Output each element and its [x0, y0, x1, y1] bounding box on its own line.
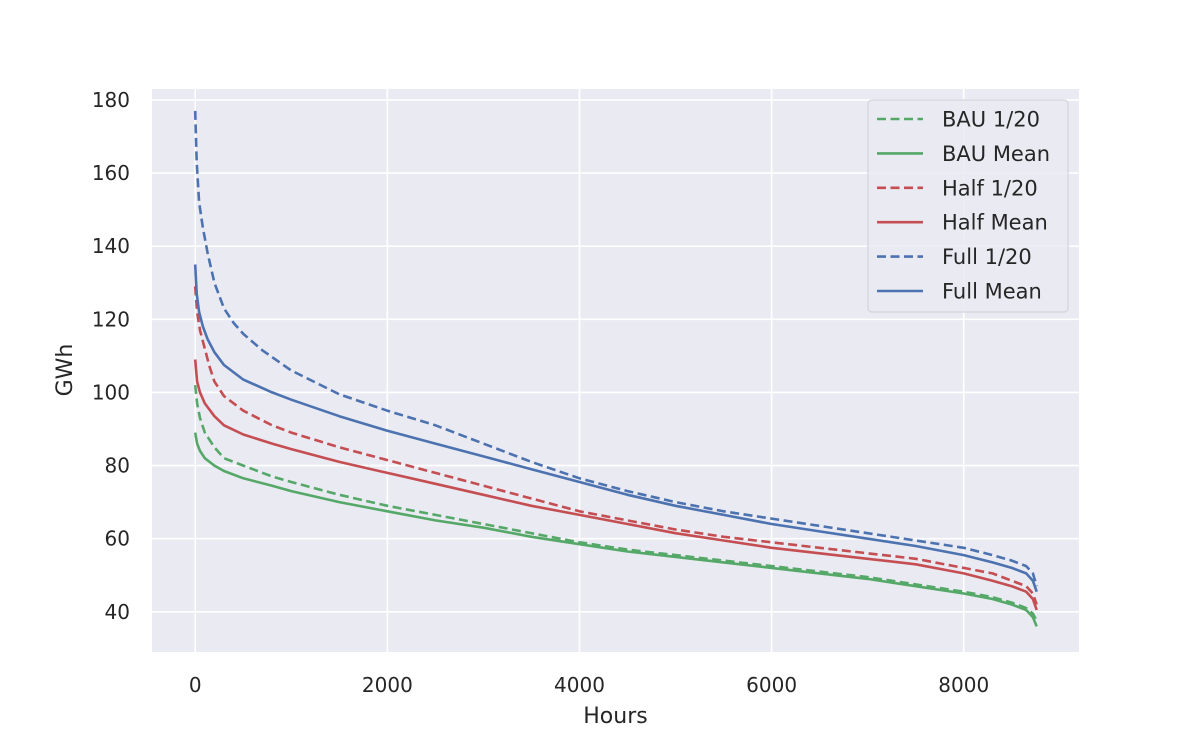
- y-tick-label: 180: [92, 88, 130, 112]
- x-axis-label: Hours: [583, 704, 647, 729]
- legend-label: BAU Mean: [942, 142, 1050, 166]
- series-line-full-mean: [193, 264, 1038, 593]
- series-line-half-1-20: [193, 286, 1038, 605]
- legend-label: Half 1/20: [942, 176, 1038, 200]
- y-tick-label: 60: [105, 527, 130, 551]
- legend: BAU 1/20 BAU Mean Half 1/20 Half Mean Full 1…: [867, 99, 1069, 313]
- legend-label: Full Mean: [942, 280, 1042, 304]
- series-line-full-1-20: [193, 110, 1038, 587]
- y-tick-label: 140: [92, 234, 130, 258]
- x-tick-labels: 0 2000 4000 6000 8000: [189, 673, 989, 697]
- y-tick-label: 40: [105, 600, 130, 624]
- y-tick-label: 100: [92, 380, 130, 404]
- series-line-bau-1-20: [193, 384, 1038, 622]
- y-tick-label: 120: [92, 307, 130, 331]
- series-line-half-mean: [193, 359, 1038, 611]
- series-lines: [193, 110, 1038, 627]
- y-tick-label: 80: [105, 454, 130, 478]
- x-tick-label: 8000: [938, 673, 989, 697]
- legend-label: Half Mean: [942, 211, 1048, 235]
- series-line-bau-mean: [193, 432, 1038, 627]
- y-axis-label: GWh: [53, 344, 78, 397]
- y-tick-label: 160: [92, 161, 130, 185]
- x-tick-label: 2000: [362, 673, 413, 697]
- legend-label: BAU 1/20: [942, 108, 1040, 132]
- x-tick-label: 0: [189, 673, 202, 697]
- y-tick-labels: 40 60 80 100 120 140 160 180: [92, 88, 130, 624]
- x-tick-label: 4000: [554, 673, 605, 697]
- x-tick-label: 6000: [746, 673, 797, 697]
- legend-label: Full 1/20: [942, 245, 1032, 269]
